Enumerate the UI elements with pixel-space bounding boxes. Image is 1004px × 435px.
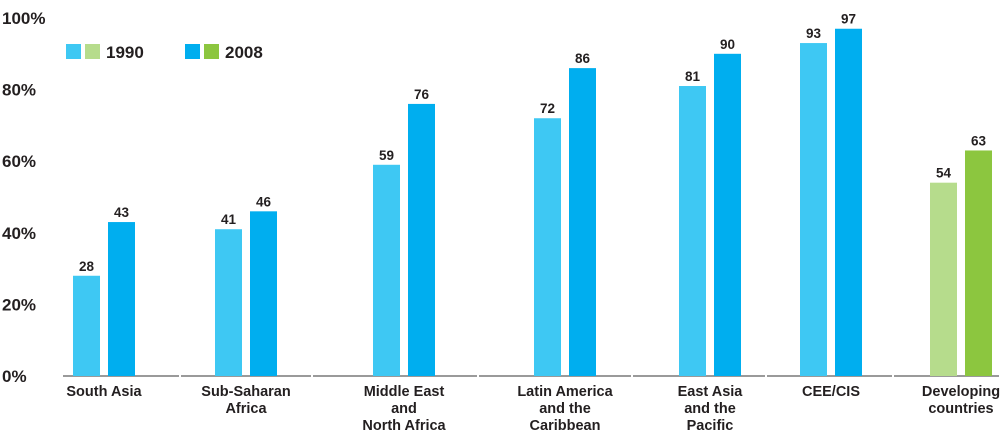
category-label: Developing countries (922, 384, 1000, 417)
category-label-line: Latin America (517, 384, 613, 400)
legend-swatch-aggregate (204, 44, 219, 59)
category-label-line: South Asia (66, 384, 142, 400)
category-label-line: CEE/CIS (802, 384, 860, 400)
category-label-line: countries (928, 401, 993, 417)
bar-1990 (930, 182, 957, 376)
data-label: 59 (379, 148, 394, 163)
legend-swatch-regional (66, 44, 81, 59)
category-label: Middle East and North Africa (362, 384, 446, 434)
data-label: 72 (540, 101, 555, 116)
legend-swatch-aggregate (85, 44, 100, 59)
y-tick-label: 20% (2, 295, 36, 314)
data-label: 93 (806, 26, 822, 41)
legend-swatch-regional (185, 44, 200, 59)
category-label-line: East Asia (678, 384, 744, 400)
legend-label: 2008 (225, 43, 263, 62)
category-label-line: and (391, 401, 417, 417)
category-label-line: North Africa (362, 418, 446, 434)
category-label-line: Middle East (364, 384, 445, 400)
data-label: 28 (79, 259, 95, 274)
bar-2008 (569, 68, 596, 377)
y-tick-label: 60% (2, 152, 36, 171)
data-label: 97 (841, 12, 856, 27)
data-label: 90 (720, 37, 735, 52)
bar-2008 (250, 211, 277, 376)
y-tick-label: 100% (2, 9, 45, 28)
category-label-line: Developing (922, 384, 1000, 400)
bars-layer (73, 28, 992, 377)
legend: 1990 2008 (66, 43, 263, 62)
data-label: 63 (971, 133, 987, 148)
category-label: East Asia and the Pacific (678, 384, 744, 434)
y-tick-label: 80% (2, 81, 36, 100)
category-label-line: Sub-Saharan (201, 384, 290, 400)
bar-2008 (965, 150, 992, 376)
bar-2008 (408, 103, 435, 377)
y-tick-label: 40% (2, 224, 36, 243)
data-label: 46 (256, 194, 272, 209)
category-label-line: Pacific (687, 418, 734, 434)
data-labels-layer: 28 43 41 46 59 76 72 86 81 90 93 97 54 63 (79, 12, 987, 274)
category-label-line: Africa (225, 401, 267, 417)
bar-2008 (835, 28, 862, 377)
bar-2008 (714, 53, 741, 377)
bar-2008 (108, 222, 135, 376)
bar-1990 (373, 164, 400, 376)
data-label: 76 (414, 87, 430, 102)
category-label: Latin America and the Caribbean (517, 384, 613, 434)
bar-1990 (215, 229, 242, 376)
data-label: 86 (575, 51, 591, 66)
category-label: Sub-Saharan Africa (201, 384, 290, 417)
category-label-line: Caribbean (530, 418, 601, 434)
legend-label: 1990 (106, 43, 144, 62)
y-axis: 0% 20% 40% 60% 80% 100% (2, 9, 45, 386)
data-label: 41 (221, 212, 237, 227)
data-label: 81 (685, 69, 701, 84)
category-label-line: and the (539, 401, 591, 417)
data-label: 54 (936, 166, 952, 181)
category-label: CEE/CIS (802, 384, 860, 400)
bar-1990 (534, 118, 561, 377)
category-label-line: and the (684, 401, 736, 417)
bar-1990 (800, 43, 827, 377)
bar-1990 (679, 86, 706, 377)
bar-1990 (73, 275, 100, 376)
category-label: South Asia (66, 384, 142, 400)
y-tick-label: 0% (2, 367, 27, 386)
data-label: 43 (114, 205, 130, 220)
